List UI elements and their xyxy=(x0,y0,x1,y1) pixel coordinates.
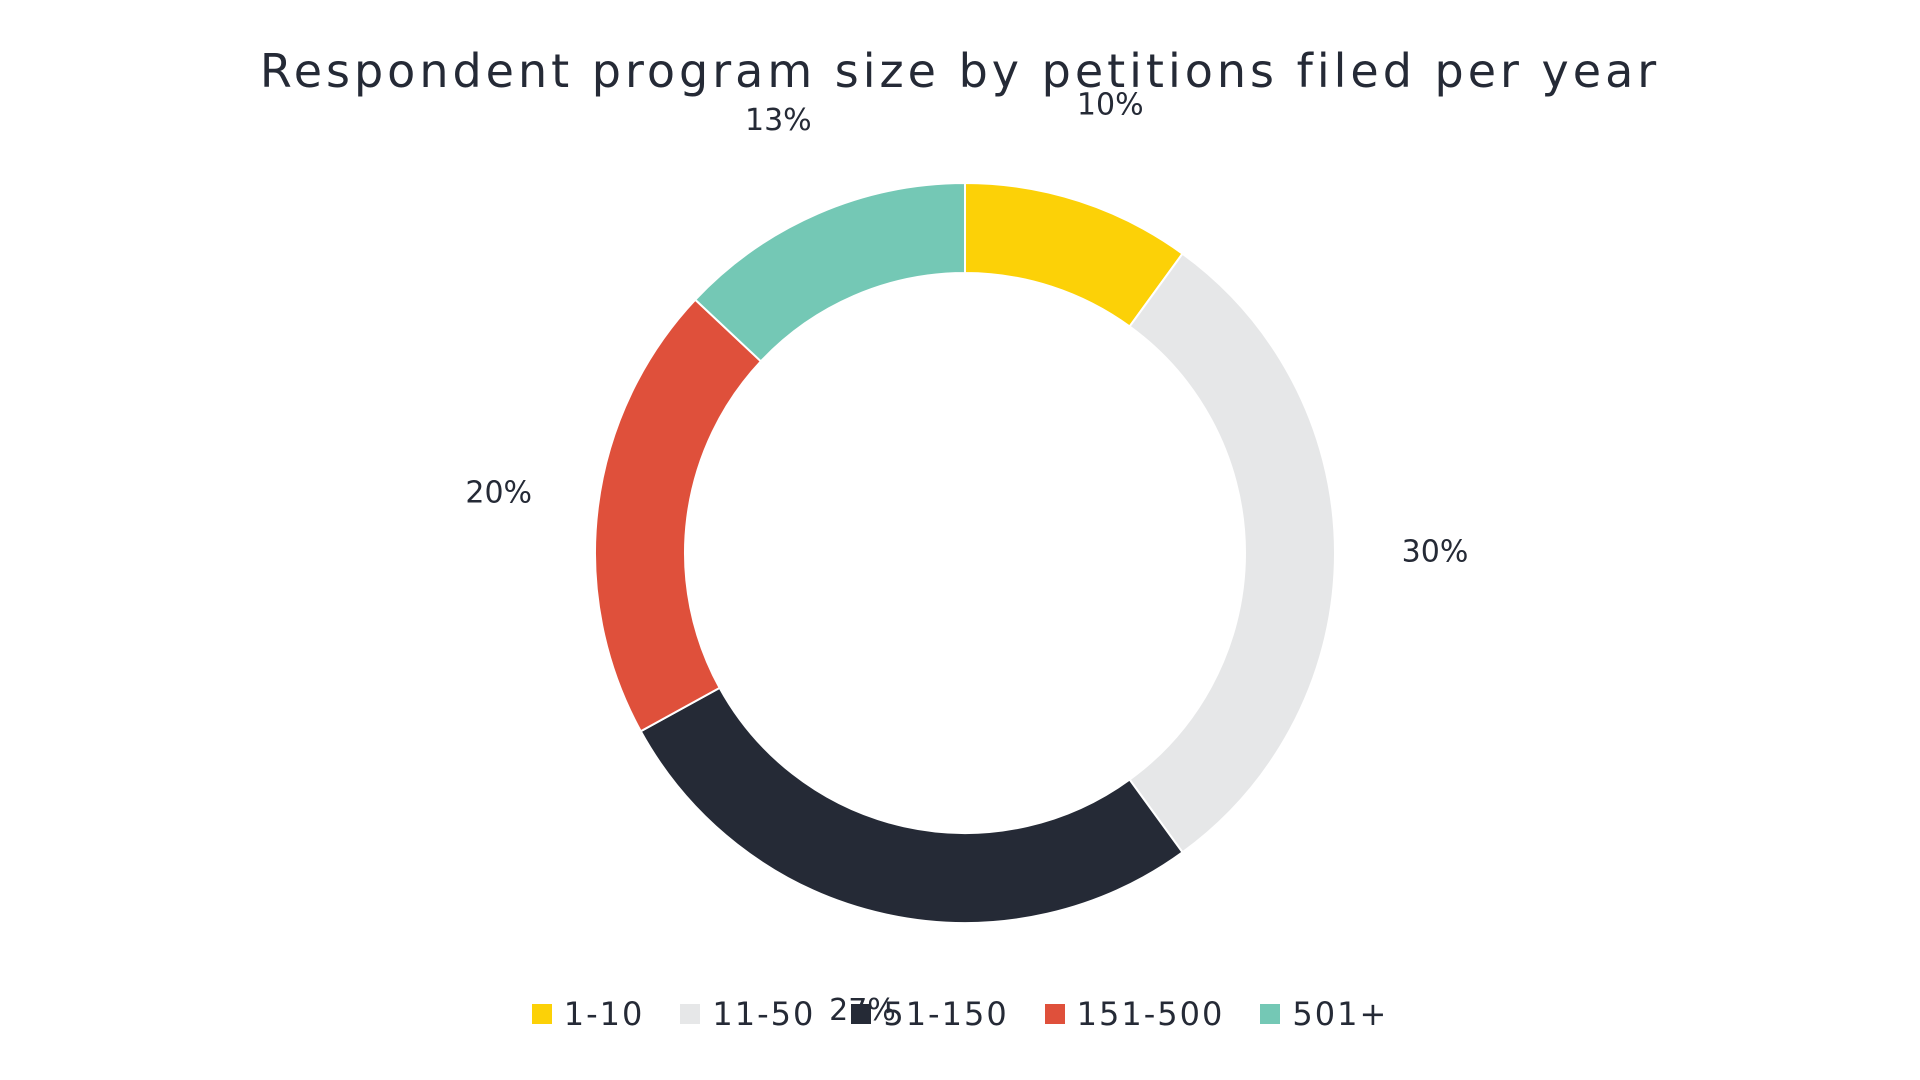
legend-label: 11-50 xyxy=(712,995,816,1033)
percent-label-11-50: 30% xyxy=(1402,535,1469,570)
slice-501+ xyxy=(693,181,966,363)
percent-label-501+: 13% xyxy=(745,103,812,138)
slice-51-150 xyxy=(639,686,1184,924)
legend-label: 1-10 xyxy=(563,995,645,1033)
percent-label-1-10: 10% xyxy=(1077,88,1144,123)
legend-label: 51-150 xyxy=(883,995,1009,1033)
legend-swatch xyxy=(1044,1004,1065,1024)
percent-label-151-500: 20% xyxy=(465,476,532,511)
legend-swatch xyxy=(851,1004,872,1024)
legend-item-1-10: 1-10 xyxy=(531,995,645,1033)
legend-swatch xyxy=(1260,1004,1281,1024)
slice-11-50 xyxy=(1128,252,1336,854)
legend-item-51-150: 51-150 xyxy=(851,995,1008,1033)
legend-swatch xyxy=(680,1004,701,1024)
slice-151-500 xyxy=(594,298,763,733)
legend-label: 501+ xyxy=(1292,995,1389,1033)
legend-swatch xyxy=(531,1004,552,1024)
legend-item-501+: 501+ xyxy=(1260,995,1388,1033)
chart-legend: 1-10 11-50 51-150 151-500 501+ xyxy=(0,995,1920,1033)
donut-slices xyxy=(594,181,1336,924)
legend-label: 151-500 xyxy=(1076,995,1225,1033)
legend-item-11-50: 11-50 xyxy=(680,995,815,1033)
legend-item-151-500: 151-500 xyxy=(1044,995,1225,1033)
chart-title: Respondent program size by petitions fil… xyxy=(259,44,1661,98)
